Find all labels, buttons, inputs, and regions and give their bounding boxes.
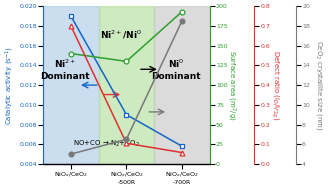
Y-axis label: Catalytic activity (s$^{-1}$): Catalytic activity (s$^{-1}$): [4, 46, 16, 125]
Bar: [154, 6, 210, 164]
Text: Ni$^{2+}$
Dominant: Ni$^{2+}$ Dominant: [40, 58, 90, 81]
Y-axis label: Defect ratio (I$_D$/I$_{F2g}$): Defect ratio (I$_D$/I$_{F2g}$): [269, 50, 280, 120]
Bar: [99, 6, 154, 164]
Text: Ni$^{2+}$/Ni$^0$: Ni$^{2+}$/Ni$^0$: [100, 28, 143, 41]
Text: NO+CO → N$_2$+CO$_2$: NO+CO → N$_2$+CO$_2$: [73, 138, 140, 149]
Text: Ni$^0$
Dominant: Ni$^0$ Dominant: [152, 58, 201, 81]
Bar: [43, 6, 99, 164]
Y-axis label: Surface area (m$^2$/g): Surface area (m$^2$/g): [225, 50, 237, 120]
Y-axis label: CeO$_2$ crystallite size (nm): CeO$_2$ crystallite size (nm): [314, 40, 324, 131]
